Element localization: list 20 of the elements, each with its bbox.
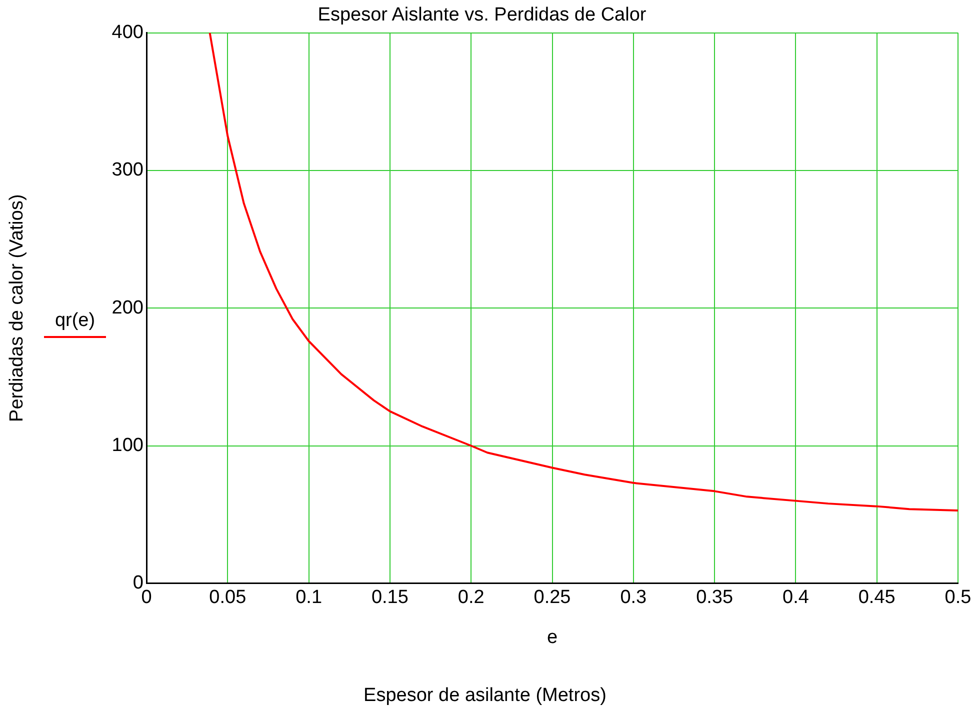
x-tick-label: 0.5	[944, 587, 972, 608]
y-tick-label: 100	[112, 434, 144, 456]
chart-title: Espesor Aislante vs. Perdidas de Calor	[318, 4, 647, 26]
y-tick-label: 200	[112, 297, 144, 318]
y-tick-label: 0	[132, 572, 144, 594]
text: Espesor de asilante (Metros)	[362, 685, 608, 707]
x-tick-label: 0.45	[858, 587, 896, 608]
y-axis-title: Perdiadas de calor (Vatios)	[6, 194, 28, 422]
x-tick-label: 0.05	[209, 587, 246, 608]
x-tick-label: 0.4	[782, 587, 810, 608]
y-tick-label: 300	[112, 160, 144, 181]
x-tick-label: 0.35	[696, 587, 734, 608]
x-tick-label: 0.25	[534, 587, 571, 608]
x-tick-label: 0.15	[371, 587, 408, 608]
y-tick-label: 400	[112, 22, 144, 44]
x-tick-label: 0.3	[620, 587, 647, 608]
text: qr(e)	[54, 310, 96, 332]
x-tick-label: 0.1	[296, 587, 322, 608]
x-axis-title: e	[546, 626, 558, 648]
x-tick-label: 0.2	[458, 587, 484, 608]
